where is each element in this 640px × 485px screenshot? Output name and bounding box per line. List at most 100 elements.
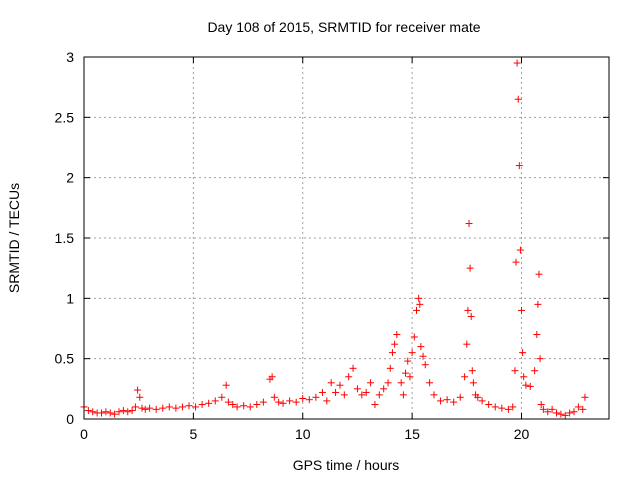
data-point [406,373,414,381]
data-point [131,403,139,411]
data-point [417,343,425,351]
data-point [327,379,335,387]
data-point [146,404,154,412]
data-point [421,361,429,369]
data-point [416,300,424,308]
data-point [152,405,160,413]
data-point [491,403,499,411]
data-point [275,398,283,406]
data-point [340,391,348,399]
data-point [553,409,560,417]
data-point [464,306,472,314]
data-point [456,393,464,401]
data-point [511,367,519,375]
data-point [259,398,267,406]
data-point [299,394,307,402]
x-tick-label: 10 [295,426,311,442]
data-point [579,405,587,413]
data-point [534,300,542,308]
data-point [393,331,401,339]
data-point [509,403,517,411]
data-point [358,391,366,399]
data-point [514,95,522,103]
data-point [519,349,527,357]
data-point [404,357,412,365]
data-point [469,379,477,387]
data-point [561,411,569,419]
data-point [515,162,523,170]
data-point [134,386,142,394]
data-point [574,403,582,411]
data-point [292,398,300,406]
data-point [557,410,565,418]
data-point [535,270,543,278]
data-point [522,381,530,389]
data-point [305,396,313,404]
data-point [229,401,237,409]
data-point [353,385,361,393]
data-point [518,306,525,314]
data-point [516,246,524,254]
data-point [537,401,545,409]
data-point [205,399,213,407]
data-point [246,403,254,411]
data-point [128,407,136,415]
data-point [531,367,539,375]
data-point [566,409,574,417]
data-point [279,399,287,407]
data-point [362,388,370,396]
data-point [98,409,105,417]
data-point [386,364,394,372]
data-point [539,405,547,413]
data-point [384,379,392,387]
data-point [465,220,473,228]
data-point [375,391,383,399]
data-point [413,306,420,314]
data-point [463,340,471,348]
data-point [371,401,379,409]
data-point [419,352,427,360]
data-point [323,397,331,405]
data-point [336,381,344,389]
data-point [526,382,534,390]
data-point [211,397,219,405]
data-point [84,407,92,415]
chart-title: Day 108 of 2015, SRMTID for receiver mat… [207,19,480,35]
axis-ticks: 0 5 10 15 20 0 0.5 1 1.5 2 2.5 3 [55,49,609,442]
data-point [233,403,241,411]
data-point [410,333,418,341]
data-point [240,402,248,410]
data-point [192,403,200,411]
data-point [172,404,180,412]
data-point [581,393,589,401]
data-point [430,391,438,399]
data-point [498,404,506,412]
data-point [548,405,556,413]
data-point [544,408,552,416]
data-point [474,393,482,401]
data-point [165,403,173,411]
data-point [391,340,399,348]
data-point [159,404,167,412]
data-point [478,397,486,405]
data-point [570,408,578,416]
data-point [443,396,451,404]
data-point [268,373,276,381]
data-point [270,393,278,401]
data-point [141,405,149,413]
data-point [349,364,357,372]
data-point [380,385,388,393]
y-tick-label: 1.5 [55,230,75,246]
y-tick-label: 0.5 [55,351,75,367]
data-point [318,388,326,396]
data-point [286,397,294,405]
data-point [512,258,520,266]
data-point [178,403,186,411]
data-point [533,331,541,339]
data-point [504,405,512,413]
x-tick-label: 5 [189,426,197,442]
data-point [124,408,132,416]
x-tick-label: 15 [404,426,420,442]
